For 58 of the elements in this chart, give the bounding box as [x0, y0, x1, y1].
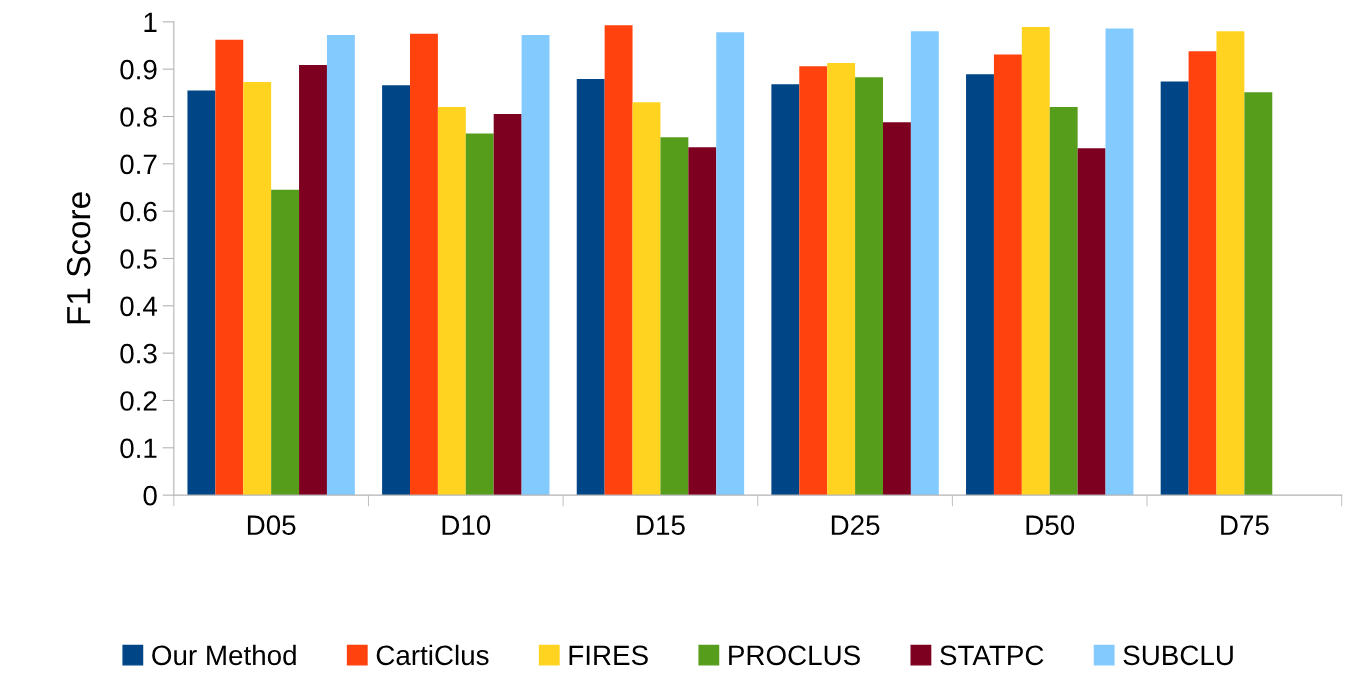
bar [243, 81, 272, 496]
y-tick-label: 1 [144, 12, 157, 32]
bar [437, 107, 466, 496]
bar [1021, 27, 1050, 496]
x-tick-label: D50 [1026, 515, 1075, 535]
x-tick-label: D15 [637, 515, 685, 535]
bar [827, 63, 856, 496]
legend-label: STATPC [940, 645, 1044, 666]
y-tick-label: 0.5 [120, 249, 157, 269]
bar [910, 31, 939, 496]
bar [882, 122, 911, 496]
bar [1160, 81, 1189, 496]
legend-label: FIRES [569, 645, 648, 666]
legend-label: PROCLUS [729, 645, 860, 666]
bar [771, 84, 800, 496]
bar [410, 33, 438, 496]
bar [1105, 28, 1134, 496]
bar [1077, 148, 1106, 496]
bar [576, 79, 605, 496]
y-tick-label: 0.9 [120, 59, 157, 80]
bar [382, 85, 410, 496]
y-tick-label: 0.1 [120, 438, 157, 459]
bar [632, 102, 661, 496]
bar [855, 77, 883, 496]
x-tick-label: D05 [247, 515, 296, 535]
bar [660, 137, 689, 496]
bar [799, 66, 828, 496]
x-tick-label: D25 [831, 515, 880, 535]
bar [521, 35, 550, 496]
bar [716, 32, 745, 496]
legend-label: CartiClus [376, 644, 489, 666]
bar [966, 74, 994, 496]
y-axis-title: F1 Score [66, 192, 91, 324]
y-tick-label: 0.8 [120, 107, 157, 127]
x-tick-label: D10 [442, 515, 491, 535]
bar [1244, 92, 1273, 496]
y-tick-label: 0.7 [120, 154, 157, 175]
bar [465, 133, 494, 496]
bar [1216, 31, 1245, 496]
bar [1049, 107, 1078, 496]
y-tick-label: 0 [143, 485, 157, 506]
y-tick-label: 0.4 [120, 296, 158, 317]
bar [688, 147, 717, 496]
y-tick-label: 0.2 [120, 391, 157, 411]
y-tick-label: 0.3 [120, 343, 157, 364]
bar [326, 35, 355, 496]
bar [493, 114, 522, 496]
y-tick-label: 0.6 [120, 201, 157, 222]
bar [993, 54, 1022, 496]
legend-label: Our Method [152, 644, 296, 666]
x-tick-label: D75 [1221, 515, 1269, 535]
bar [299, 64, 327, 496]
bar [604, 25, 633, 496]
bar [271, 189, 300, 496]
bar [187, 90, 216, 496]
bar [1188, 51, 1217, 496]
bar [215, 39, 244, 496]
legend-label: SUBCLU [1123, 645, 1233, 666]
